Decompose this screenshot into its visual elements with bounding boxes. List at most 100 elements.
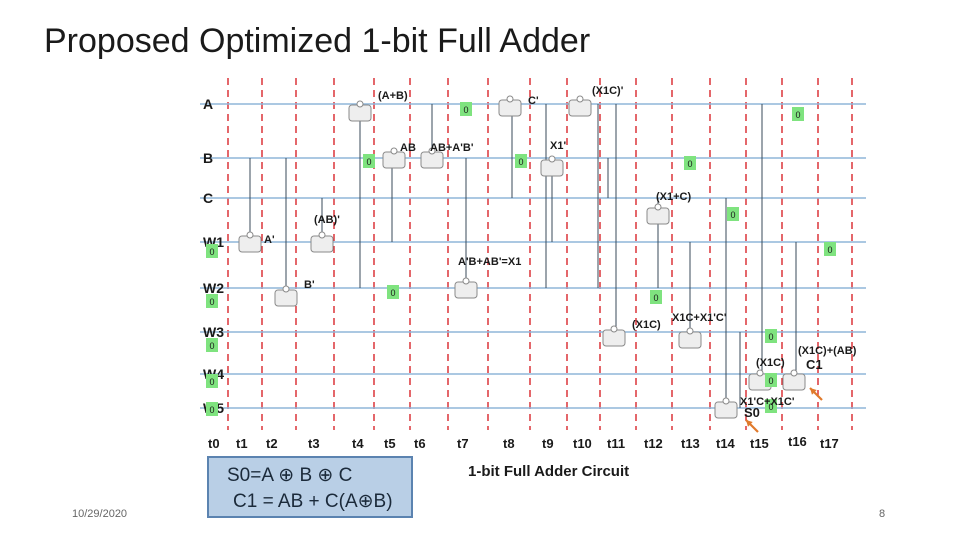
gate-bubble <box>722 397 730 405</box>
zero-input-box <box>727 207 739 221</box>
zero-input-value: 0 <box>795 110 800 120</box>
gate-label: X1C+X1'C' <box>672 312 727 324</box>
zero-input-box <box>460 102 472 116</box>
time-step-label: t10 <box>573 436 592 451</box>
gate-bubble <box>686 327 694 335</box>
gate-label: AB+A'B' <box>430 142 474 154</box>
zero-input-value: 0 <box>390 288 395 298</box>
zero-input-box <box>765 373 777 387</box>
gate-label: (AB)' <box>314 214 340 226</box>
row-label-a: A <box>203 96 213 112</box>
time-step-label: t3 <box>308 436 320 451</box>
gate-bubble <box>506 95 514 103</box>
zero-input-box <box>824 242 836 256</box>
time-step-label: t12 <box>644 436 663 451</box>
gate-bubble <box>576 95 584 103</box>
time-step-label: t11 <box>607 436 625 451</box>
zero-input-value: 0 <box>209 341 214 351</box>
gate-bubble <box>790 369 798 377</box>
gate-bubble <box>282 285 290 293</box>
zero-input-value: 0 <box>827 245 832 255</box>
gate-label: X1' <box>550 140 566 152</box>
gate-bubble <box>462 277 470 285</box>
gate-bubble <box>548 155 556 163</box>
zero-input-value: 0 <box>730 210 735 220</box>
zero-input-box <box>206 244 218 258</box>
gate-label: C' <box>528 95 539 107</box>
gate-label: (X1C)+(AB) <box>798 345 857 357</box>
gate-bubble <box>246 231 254 239</box>
zero-input-value: 0 <box>687 159 692 169</box>
zero-input-box <box>206 402 218 416</box>
time-step-label: t14 <box>716 436 736 451</box>
zero-input-box <box>792 107 804 121</box>
slide-title: Proposed Optimized 1-bit Full Adder <box>44 22 591 60</box>
zero-input-value: 0 <box>209 377 214 387</box>
zero-input-value: 0 <box>209 247 214 257</box>
gate-label: (A+B) <box>378 90 408 102</box>
equation-box: S0=A ⊕ B ⊕ C C1 = AB + C(A⊕B) <box>207 456 413 518</box>
time-step-label: t15 <box>750 436 769 451</box>
page-number: 8 <box>879 508 886 520</box>
zero-input-box <box>206 294 218 308</box>
output-arrowhead <box>810 388 817 395</box>
zero-input-box <box>206 374 218 388</box>
time-step-label: t13 <box>681 436 700 451</box>
time-step-label: t16 <box>788 434 807 449</box>
zero-input-box <box>387 285 399 299</box>
zero-input-box <box>515 154 527 168</box>
gate-label: A' <box>264 234 275 246</box>
zero-input-box <box>650 290 662 304</box>
row-label-w2: W2 <box>203 280 224 296</box>
time-step-label: t1 <box>236 436 248 451</box>
sum-equation: S0=A ⊕ B ⊕ C <box>227 465 353 486</box>
gate-label: (X1C) <box>756 357 785 369</box>
zero-input-box <box>765 329 777 343</box>
gate-bubble <box>356 100 364 108</box>
time-step-label: t2 <box>266 436 278 451</box>
zero-input-value: 0 <box>366 157 371 167</box>
zero-input-value: 0 <box>209 405 214 415</box>
gate-bubble <box>318 231 326 239</box>
row-label-b: B <box>203 150 213 166</box>
time-step-label: t9 <box>542 436 554 451</box>
footer-date: 10/29/2020 <box>72 508 128 520</box>
row-label-w3: W3 <box>203 324 224 340</box>
zero-input-box <box>206 338 218 352</box>
circuit-caption: 1-bit Full Adder Circuit <box>468 463 630 480</box>
gate-label: AB <box>400 142 416 154</box>
zero-input-box <box>765 399 777 413</box>
gate-label: X1'C+X1C' <box>740 396 795 408</box>
gate-label: (X1+C) <box>656 191 691 203</box>
time-step-label: t0 <box>208 436 220 451</box>
time-step-label: t5 <box>384 436 396 451</box>
gate-bubble <box>390 147 398 155</box>
time-step-label: t8 <box>503 436 515 451</box>
output-arrowhead <box>746 420 753 427</box>
zero-input-value: 0 <box>209 297 214 307</box>
zero-input-box <box>684 156 696 170</box>
zero-input-value: 0 <box>768 332 773 342</box>
gate-bubble <box>756 369 764 377</box>
gate-label: (X1C) <box>632 319 661 331</box>
row-label-c: C <box>203 190 213 206</box>
time-step-label: t6 <box>414 436 426 451</box>
time-step-label: t17 <box>820 436 839 451</box>
carry-equation: C1 = AB + C(A⊕B) <box>233 491 393 512</box>
gate-label: (X1C)' <box>592 85 624 97</box>
gate-label: A'B+AB'=X1 <box>458 256 521 268</box>
gate-label: B' <box>304 279 315 291</box>
gate-label: S0 <box>744 405 760 420</box>
time-step-label: t7 <box>457 436 469 451</box>
zero-input-value: 0 <box>653 293 658 303</box>
zero-input-value: 0 <box>768 402 773 412</box>
time-step-label: t4 <box>352 436 364 451</box>
gate-bubble <box>428 147 436 155</box>
gate-bubble <box>654 203 662 211</box>
zero-input-value: 0 <box>518 157 523 167</box>
zero-input-value: 0 <box>768 376 773 386</box>
gate-bubble <box>610 325 618 333</box>
zero-input-box <box>363 154 375 168</box>
gate-label: C1 <box>806 357 823 372</box>
